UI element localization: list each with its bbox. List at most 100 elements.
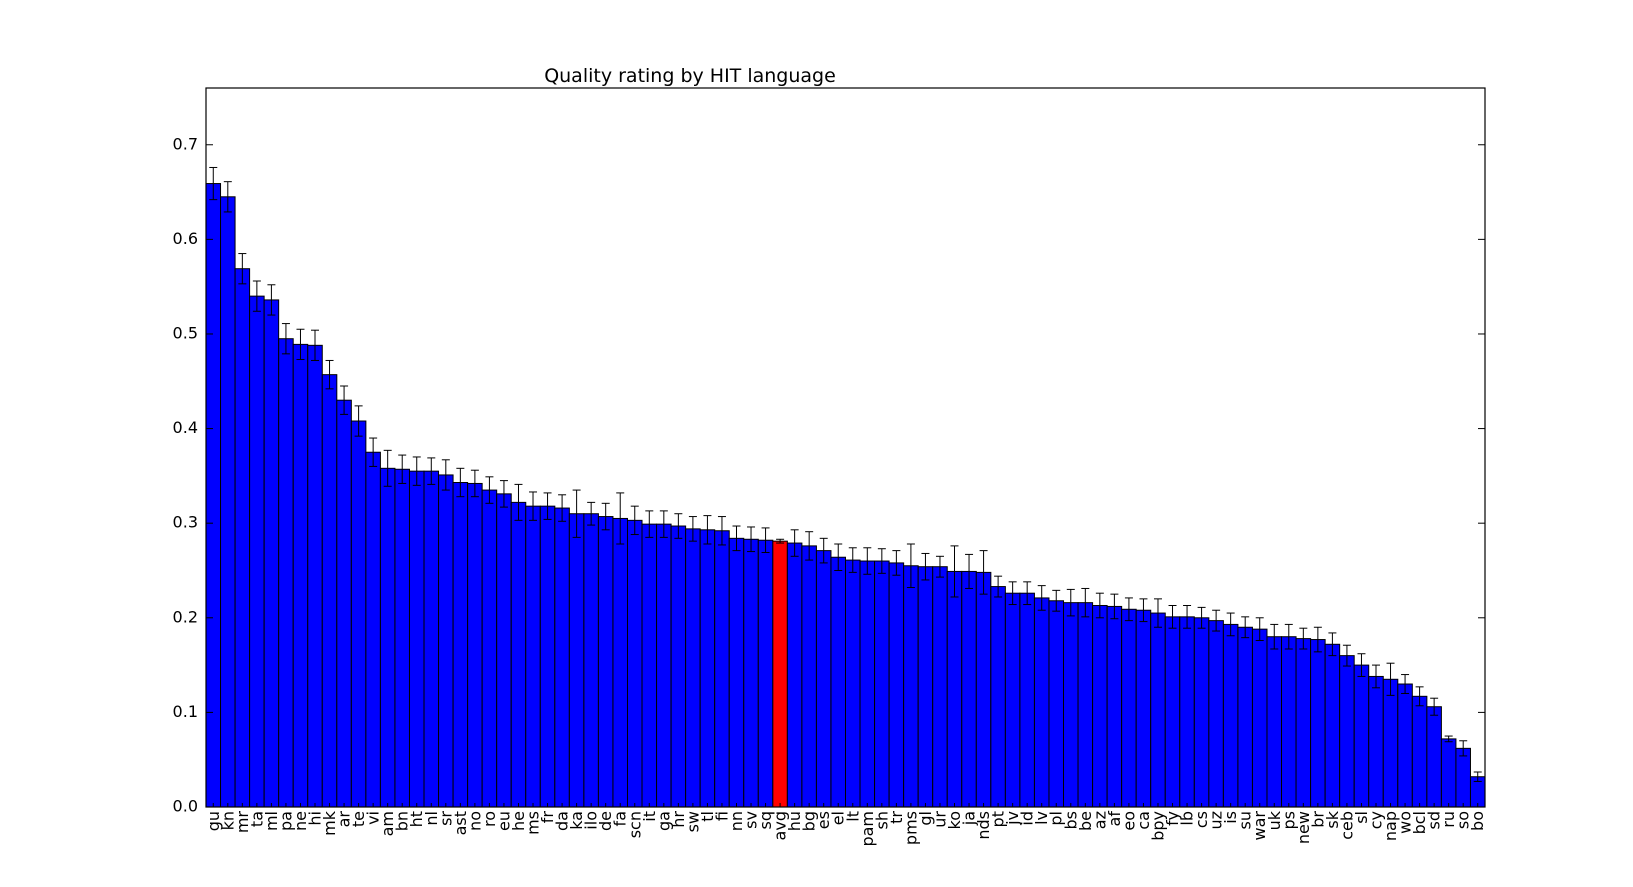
- error-bar-be: [1081, 587, 1090, 618]
- bar-pms: [903, 565, 919, 808]
- x-tick-label-sk: sk: [1323, 810, 1342, 828]
- bar-sr: [438, 474, 454, 808]
- bar-fa: [612, 517, 628, 808]
- error-bar-pl: [1052, 589, 1061, 612]
- x-tick-label-ne: ne: [291, 811, 310, 831]
- error-bar-ro: [485, 476, 494, 504]
- x-tick-label-lt: lt: [843, 811, 862, 822]
- bar-da: [554, 507, 570, 808]
- error-bar-nn: [732, 525, 741, 552]
- x-tick-label-ko: ko: [945, 811, 964, 829]
- error-bar-de: [601, 502, 610, 531]
- bar-ta: [249, 295, 265, 808]
- bar-ml: [263, 299, 280, 808]
- error-bar-uz: [1212, 609, 1221, 632]
- x-tick-label-fr: fr: [538, 811, 557, 824]
- x-tick-label-he: he: [509, 811, 528, 831]
- bar-af: [1106, 605, 1123, 808]
- error-bar-gl: [921, 552, 930, 581]
- y-axis: 0.0 0.1 0.2 0.3 0.4 0.5 0.6 0.7: [173, 134, 1485, 816]
- bar-bpy: [1150, 612, 1166, 808]
- error-bar-lb: [1183, 604, 1192, 629]
- bar-pt: [990, 586, 1006, 808]
- bar-is: [1222, 623, 1239, 808]
- x-axis: guknmrtamlpanehimkarteviambnhtnlsrastnor…: [204, 803, 1487, 847]
- bar-ar: [336, 399, 352, 808]
- x-tick-label-sh: sh: [872, 811, 891, 829]
- x-tick-label-uz: uz: [1207, 811, 1226, 830]
- error-bar-new: [1299, 627, 1308, 650]
- error-bar-bn: [398, 454, 407, 484]
- x-tick-label-avg: avg: [771, 811, 790, 840]
- error-bar-bg: [805, 531, 814, 561]
- bar-es: [815, 550, 832, 808]
- x-tick-label-sq: sq: [756, 811, 775, 830]
- error-bar-lt: [848, 547, 857, 573]
- bar-bs: [1063, 602, 1079, 808]
- x-tick-label-nap: nap: [1381, 811, 1400, 841]
- error-bar-ru: [1444, 735, 1453, 743]
- x-tick-label-pms: pms: [901, 811, 920, 845]
- plot-frame: [205, 87, 1486, 808]
- x-tick-label-fi: fi: [712, 811, 731, 821]
- error-bar-am: [383, 449, 392, 487]
- error-bar-nl: [427, 457, 436, 485]
- error-bar-kn: [223, 181, 232, 213]
- x-tick-label-sl: sl: [1352, 811, 1371, 824]
- error-bar-is: [1226, 612, 1235, 637]
- error-bar-af: [1110, 593, 1119, 620]
- x-tick-label-ilo: ilo: [582, 811, 601, 830]
- error-bar-ml: [267, 284, 276, 316]
- y-tick-label: 0.1: [173, 702, 198, 721]
- error-bar-id: [1023, 581, 1032, 606]
- x-tick-label-am: am: [378, 811, 397, 836]
- x-tick-label-az: az: [1090, 811, 1109, 829]
- error-bar-gu: [209, 166, 218, 201]
- x-tick-label-pa: pa: [276, 811, 295, 831]
- x-tick-label-de: de: [596, 811, 615, 831]
- bar-nds: [975, 571, 992, 808]
- x-tick-label-tl: tl: [698, 811, 717, 822]
- x-tick-label-tr: tr: [887, 811, 906, 824]
- error-bar-el: [834, 543, 843, 571]
- error-bar-br: [1313, 626, 1322, 653]
- x-tick-label-vi: vi: [364, 811, 383, 825]
- error-bar-pms: [906, 543, 915, 589]
- error-bar-cs: [1197, 606, 1206, 629]
- x-tick-label-uk: uk: [1265, 810, 1284, 830]
- bar-ms: [525, 505, 541, 808]
- error-bar-lv: [1037, 585, 1046, 611]
- x-tick-label-su: su: [1236, 811, 1255, 829]
- error-bar-so: [1459, 740, 1468, 757]
- x-tick-label-war: war: [1250, 811, 1269, 841]
- bar-sq: [757, 539, 774, 808]
- bar-ceb: [1339, 655, 1355, 808]
- x-tick-label-bn: bn: [393, 811, 412, 831]
- x-tick-label-ceb: ceb: [1337, 811, 1356, 840]
- bar-lt: [845, 559, 861, 808]
- x-tick-label-nds: nds: [974, 811, 993, 840]
- error-bar-bo: [1473, 771, 1482, 782]
- bar-sw: [685, 528, 701, 808]
- x-tick-label-is: is: [1221, 811, 1240, 824]
- x-tick-label-sr: sr: [436, 811, 455, 826]
- error-bar-scn: [630, 505, 639, 536]
- error-bar-ceb: [1342, 644, 1351, 667]
- error-bar-wo: [1401, 674, 1410, 694]
- error-bar-war: [1255, 617, 1264, 641]
- error-bar-uk: [1270, 623, 1279, 650]
- chart-title: Quality rating by HIT language: [544, 65, 836, 87]
- error-bar-ka: [572, 489, 581, 538]
- x-tick-label-id: id: [1018, 811, 1037, 826]
- x-tick-label-ka: ka: [567, 811, 586, 830]
- y-tick-label: 0.3: [173, 513, 198, 532]
- bar-gl: [917, 566, 934, 808]
- x-tick-label-bs: bs: [1061, 811, 1080, 830]
- x-tick-label-so: so: [1454, 811, 1473, 829]
- bar-fi: [714, 530, 730, 808]
- x-tick-label-eo: eo: [1119, 811, 1138, 831]
- error-bar-hr: [674, 513, 683, 539]
- error-bar-ga: [659, 510, 668, 538]
- x-tick-label-ms: ms: [524, 811, 543, 835]
- bar-be: [1077, 602, 1094, 808]
